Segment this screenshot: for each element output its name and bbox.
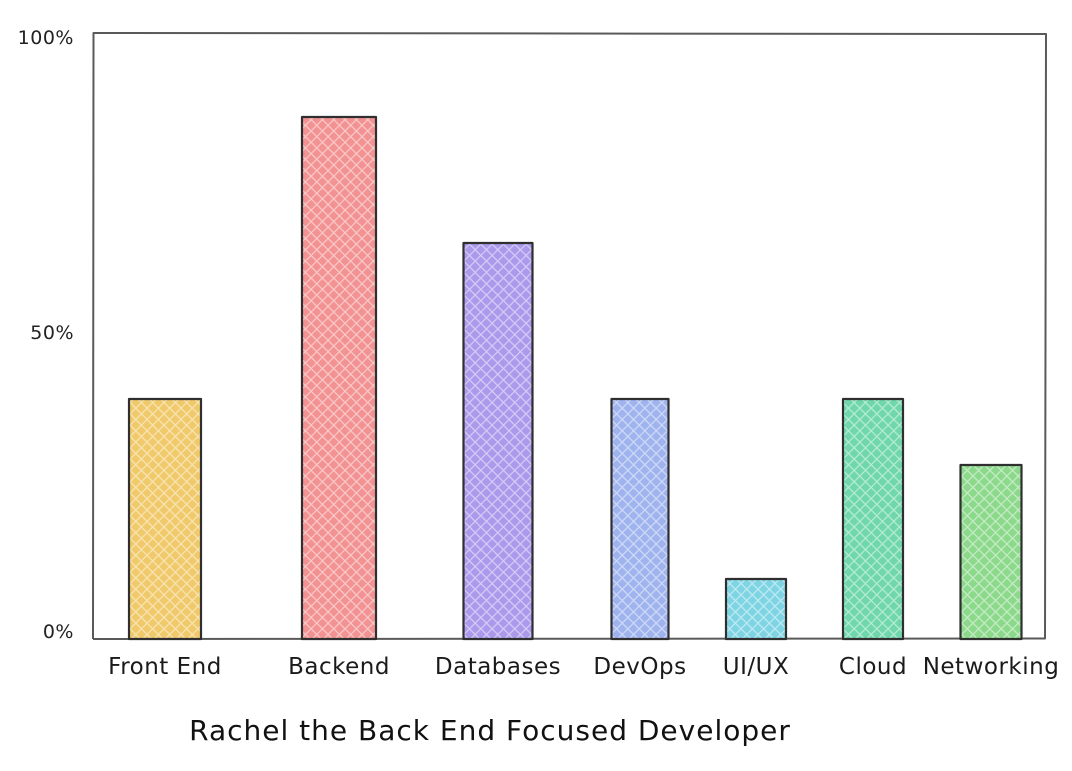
x-tick-label-cloud: Cloud (838, 654, 908, 680)
x-tick-label-databases: Databases (434, 654, 562, 680)
y-tick-label-50: 50% (30, 322, 74, 344)
bar-cloud (841, 397, 905, 641)
x-tick-label-networking: Networking (922, 654, 1060, 680)
bar-devops (610, 397, 670, 641)
y-tick-label-100: 100% (17, 27, 74, 49)
bar-databases (462, 241, 534, 641)
x-tick-label-devops: DevOps (593, 654, 687, 680)
bar-networking (959, 463, 1023, 641)
x-tick-label-uiux: UI/UX (722, 654, 790, 680)
y-tick-label-0: 0% (42, 621, 74, 643)
chart-title: Rachel the Back End Focused Developer (189, 714, 791, 747)
bar-backend (300, 115, 378, 641)
bar-ui-ux (724, 577, 788, 641)
x-tick-label-front-end: Front End (108, 654, 222, 680)
bar-front-end (127, 397, 203, 641)
x-tick-label-backend: Backend (288, 654, 390, 680)
